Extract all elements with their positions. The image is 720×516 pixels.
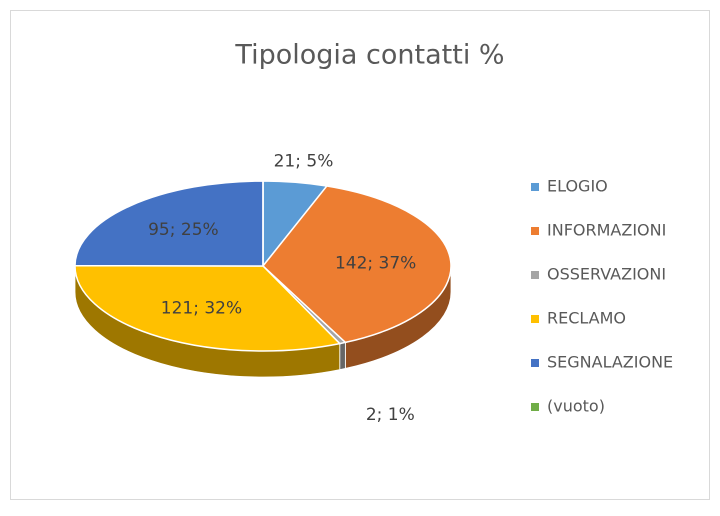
- data-label: 121; 32%: [161, 299, 242, 319]
- pie-side: [339, 341, 346, 371]
- legend-swatch: [531, 227, 539, 235]
- data-label: 142; 37%: [335, 253, 416, 273]
- pie-slice: [74, 180, 264, 267]
- legend-swatch: [531, 183, 539, 191]
- chart-title: Tipologia contatti %: [234, 40, 504, 71]
- legend-swatch: [531, 359, 539, 367]
- legend-label: OSSERVAZIONI: [547, 265, 666, 284]
- legend-swatch: [531, 315, 539, 323]
- data-label: 21; 5%: [274, 151, 334, 171]
- pie-slice: [261, 185, 452, 344]
- legend-label: INFORMAZIONI: [547, 221, 666, 240]
- data-label: 2; 1%: [366, 405, 415, 425]
- pie-slice: [74, 264, 342, 352]
- data-label: 95; 25%: [148, 220, 219, 240]
- legend-label: RECLAMO: [547, 309, 626, 328]
- legend-swatch: [531, 403, 539, 411]
- legend-label: ELOGIO: [547, 177, 608, 196]
- legend-swatch: [531, 271, 539, 279]
- legend: ELOGIO INFORMAZIONI OSSERVAZIONI RECLAMO SEG…: [531, 177, 673, 416]
- legend-label: (vuoto): [547, 397, 605, 416]
- legend-label: SEGNALAZIONE: [547, 353, 673, 372]
